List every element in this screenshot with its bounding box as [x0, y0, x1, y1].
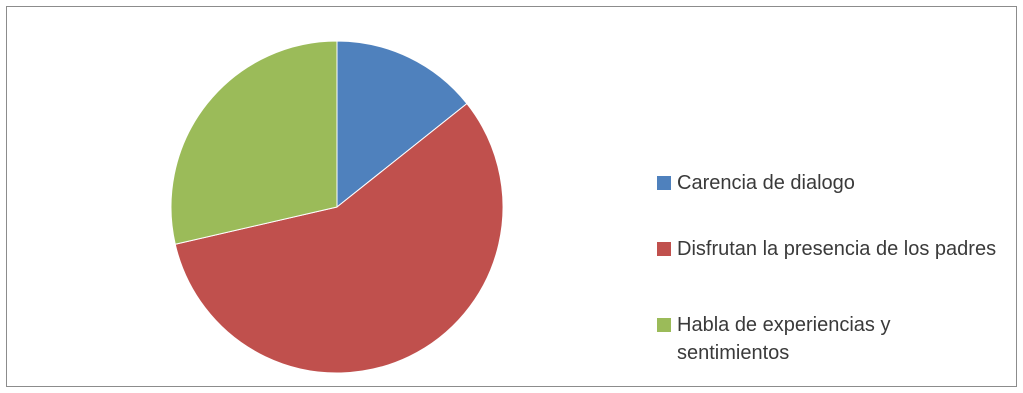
legend-swatch-disfrutan	[657, 242, 671, 256]
legend-item-carencia: Carencia de dialogo	[657, 169, 997, 197]
pie-chart	[170, 40, 504, 374]
chart-area: Carencia de dialogo Disfrutan la presenc…	[6, 6, 1017, 387]
legend-label-habla: Habla de experiencias y sentimientos	[677, 314, 891, 364]
legend-label-disfrutan: Disfrutan la presencia de los padres	[677, 238, 997, 260]
legend-swatch-habla	[657, 318, 671, 332]
legend-item-disfrutan: Disfrutan la presencia de los padres	[657, 235, 997, 263]
legend-label-carencia: Carencia de dialogo	[677, 172, 855, 194]
pie-slice-carencia	[336, 40, 468, 209]
pie-slice-disfrutan	[174, 102, 504, 374]
legend-swatch-carencia	[657, 176, 671, 190]
pie-slice-habla	[170, 40, 338, 245]
legend-item-habla: Habla de experiencias y sentimientos	[657, 311, 997, 367]
